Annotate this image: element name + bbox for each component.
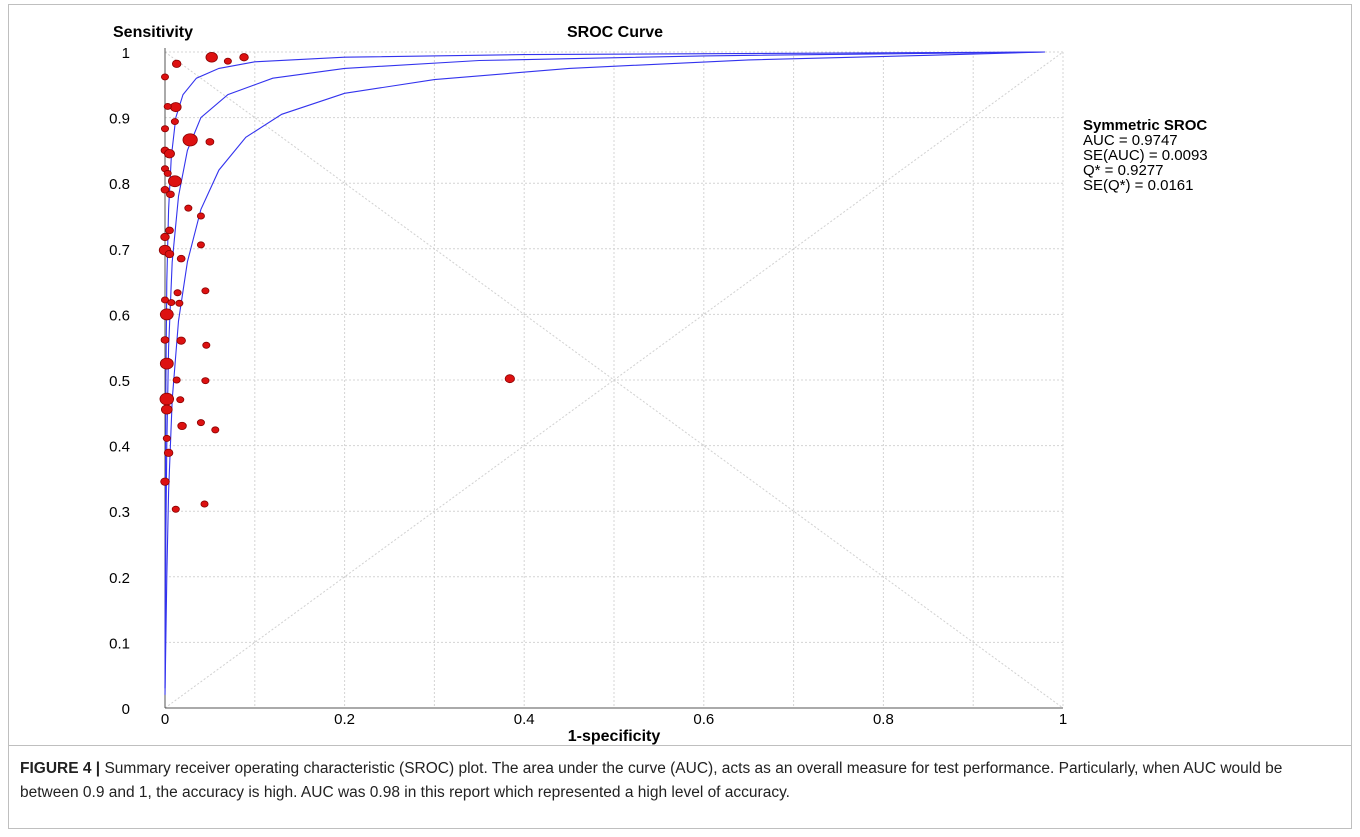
y-tick-label: 1 bbox=[122, 45, 130, 62]
study-point bbox=[175, 299, 184, 307]
study-point bbox=[171, 505, 180, 513]
study-point bbox=[166, 190, 175, 199]
y-tick-label: 0.6 bbox=[109, 307, 130, 324]
study-point bbox=[164, 249, 175, 259]
study-point bbox=[160, 404, 173, 415]
x-axis-label: 1-specificity bbox=[568, 728, 661, 745]
x-tick-label: 0.8 bbox=[873, 711, 894, 728]
study-point bbox=[176, 396, 185, 404]
sroc-curves bbox=[164, 51, 1046, 695]
study-point bbox=[164, 148, 175, 159]
chart-title: SROC Curve bbox=[567, 24, 663, 41]
study-point bbox=[177, 421, 187, 430]
sroc-curve-lower bbox=[164, 51, 1046, 695]
study-point bbox=[176, 254, 186, 263]
stat-se-q-star: SE(Q*) = 0.0161 bbox=[1083, 177, 1194, 194]
study-point bbox=[163, 102, 172, 110]
study-point bbox=[196, 241, 205, 249]
study-point bbox=[504, 374, 515, 384]
study-point bbox=[160, 73, 169, 81]
y-tick-label: 0.3 bbox=[109, 504, 130, 521]
study-point bbox=[160, 185, 170, 194]
study-point bbox=[163, 448, 174, 457]
study-point bbox=[176, 336, 186, 345]
x-tick-label: 1 bbox=[1059, 711, 1067, 728]
study-point bbox=[165, 226, 174, 235]
symmetric-sroc-stats: Symmetric SROC AUC = 0.9747 SE(AUC) = 0.… bbox=[1083, 118, 1208, 193]
study-point bbox=[223, 57, 232, 65]
sroc-curve-sroc bbox=[164, 51, 1046, 689]
sroc-curve-upper bbox=[164, 51, 1046, 689]
tick-labels: 0 0.1 0.2 0.3 0.4 0.5 0.6 0.7 0.8 0.9 1 0 0.2 0.4 0.6 0… bbox=[109, 45, 1067, 728]
study-point bbox=[200, 500, 209, 508]
figure-frame bbox=[8, 4, 1352, 829]
stats-heading: Symmetric SROC bbox=[1083, 117, 1208, 134]
study-point bbox=[201, 287, 210, 295]
study-point bbox=[167, 175, 182, 188]
caption-divider bbox=[8, 745, 1352, 746]
study-point bbox=[159, 392, 175, 406]
study-point bbox=[205, 138, 215, 146]
study-point bbox=[196, 212, 205, 220]
study-point bbox=[163, 169, 172, 177]
stat-se-auc: SE(AUC) = 0.0093 bbox=[1083, 147, 1208, 164]
y-tick-label: 0.4 bbox=[109, 439, 130, 456]
study-point bbox=[211, 426, 220, 434]
grid-lines bbox=[165, 51, 1064, 708]
y-tick-label: 0.9 bbox=[109, 111, 130, 128]
study-point bbox=[160, 125, 169, 133]
study-point bbox=[160, 336, 170, 344]
study-point bbox=[159, 308, 174, 321]
x-tick-label: 0.2 bbox=[334, 711, 355, 728]
study-point bbox=[162, 434, 171, 442]
study-point bbox=[239, 53, 249, 62]
y-tick-label: 0.5 bbox=[109, 373, 130, 390]
stat-auc: AUC = 0.9747 bbox=[1083, 132, 1178, 149]
y-axis-label: Sensitivity bbox=[113, 24, 193, 41]
x-tick-label: 0 bbox=[161, 711, 169, 728]
study-point bbox=[159, 357, 174, 370]
caption-label: FIGURE 4 | bbox=[20, 760, 101, 777]
caption-text: Summary receiver operating characteristi… bbox=[20, 760, 1283, 801]
reference-diagonals bbox=[164, 51, 1064, 709]
study-point bbox=[201, 377, 210, 385]
figure-caption: FIGURE 4 | Summary receiver operating ch… bbox=[20, 757, 1345, 805]
x-tick-label: 0.4 bbox=[514, 711, 535, 728]
study-point bbox=[170, 118, 179, 125]
study-point bbox=[160, 477, 170, 486]
study-point bbox=[184, 204, 193, 212]
study-point bbox=[172, 376, 181, 384]
study-point bbox=[202, 341, 211, 349]
study-point bbox=[205, 51, 218, 63]
x-tick-label: 0.6 bbox=[693, 711, 714, 728]
y-tick-label: 0.7 bbox=[109, 242, 130, 259]
y-tick-label: 0.2 bbox=[109, 570, 130, 587]
y-tick-label: 0.8 bbox=[109, 176, 130, 193]
sroc-chart: 0 0.1 0.2 0.3 0.4 0.5 0.6 0.7 0.8 0.9 1 0 0.2 0.4 0.6 0… bbox=[109, 24, 1067, 745]
study-point bbox=[196, 419, 205, 427]
study-point bbox=[167, 299, 176, 307]
study-point bbox=[171, 59, 182, 68]
y-tick-label: 0.1 bbox=[109, 635, 130, 652]
y-tick-label: 0 bbox=[122, 701, 130, 718]
study-point bbox=[173, 289, 182, 297]
study-point bbox=[160, 232, 170, 242]
study-point bbox=[169, 102, 182, 113]
stat-q-star: Q* = 0.9277 bbox=[1083, 162, 1164, 179]
study-points bbox=[158, 51, 515, 513]
anti-diagonal-line bbox=[164, 51, 1064, 709]
study-point bbox=[182, 133, 198, 147]
